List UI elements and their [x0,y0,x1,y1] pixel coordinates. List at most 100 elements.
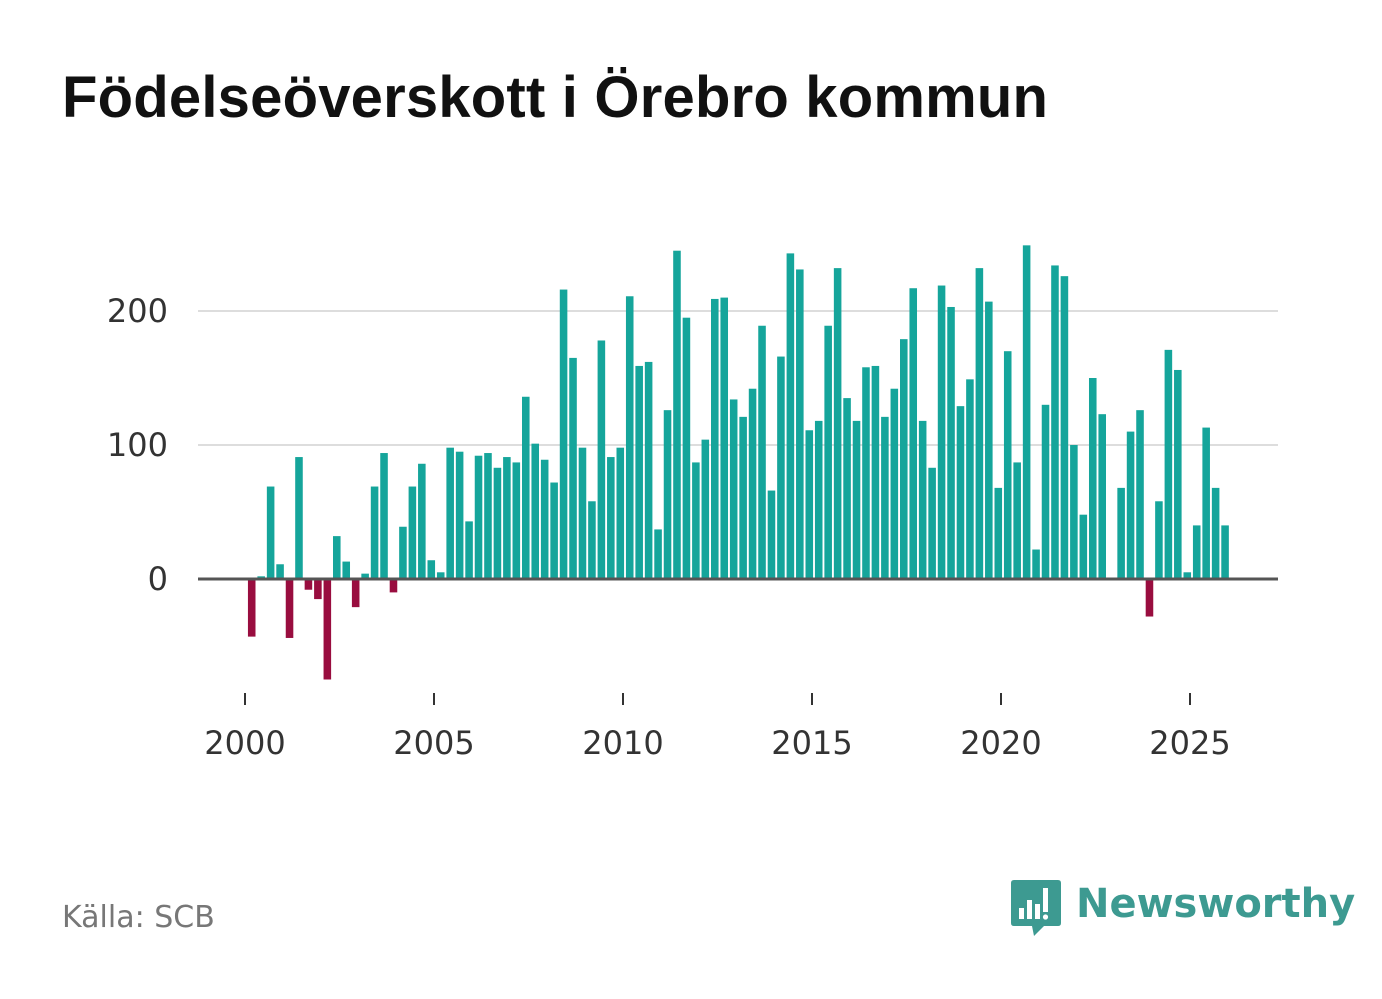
bar-31 [540,459,549,579]
bar-66 [871,365,880,579]
bar-59 [805,430,814,579]
x-tick-label-2020: 2020 [960,724,1041,762]
bar-94 [1136,410,1144,579]
bar-103 [1221,525,1229,579]
bar-6 [304,579,313,590]
bar-33 [559,289,568,579]
bar-52 [739,416,747,579]
bar-51 [729,399,738,579]
bar-19 [427,560,436,579]
bar-62 [833,268,842,579]
bar-18 [418,463,426,579]
x-tick-label-2005: 2005 [393,724,474,762]
y-tick-label-200: 200 [107,292,168,330]
bar-88 [1079,514,1088,579]
bar-92 [1117,487,1125,579]
bar-73 [937,285,946,579]
bar-76 [966,379,974,579]
bar-4 [285,579,294,638]
bar-67 [881,416,889,579]
bar-83 [1032,549,1040,579]
bar-24 [474,455,483,579]
bar-5 [295,457,303,579]
bar-78 [985,301,993,579]
bar-43 [654,529,662,579]
bar-29 [522,396,530,579]
bar-13 [370,486,379,579]
bar-69 [900,339,908,579]
bar-21 [446,447,454,579]
bar-82 [1022,245,1031,579]
bar-32 [550,482,558,579]
bar-90 [1098,414,1106,579]
bar-36 [588,501,596,579]
bar-57 [786,253,795,579]
bar-87 [1070,445,1078,579]
bar-65 [862,367,870,579]
bar-15 [389,579,398,593]
bar-20 [436,572,445,579]
newsworthy-logo-icon [1011,880,1061,936]
bar-16 [399,526,407,579]
bar-0 [247,579,256,637]
bar-77 [975,268,984,579]
bar-64 [852,420,861,579]
bar-58 [796,269,804,579]
bar-98 [1174,369,1182,579]
bar-55 [767,490,776,579]
bar-84 [1041,404,1050,579]
bar-25 [484,453,492,579]
x-tick-label-2000: 2000 [204,724,285,762]
bar-26 [493,467,502,579]
source-label: Källa: SCB [62,900,215,935]
bar-40 [625,296,634,579]
bar-22 [455,451,464,579]
bar-9 [333,536,341,579]
bar-60 [814,420,823,579]
bar-30 [531,443,540,579]
bar-14 [380,453,388,579]
bar-48 [701,439,710,579]
bar-44 [663,410,672,579]
bar-71 [918,420,927,579]
bar-72 [928,467,936,579]
bar-39 [616,447,625,579]
bar-38 [607,457,615,579]
bar-17 [408,486,417,579]
chart-title: Födelseöverskott i Örebro kommun [62,65,1049,130]
bar-101 [1202,427,1210,579]
bar-47 [692,462,700,579]
bar-68 [890,388,899,579]
bar-56 [777,356,785,579]
bar-45 [673,250,681,579]
bar-86 [1060,276,1069,579]
bar-102 [1211,487,1220,579]
bar-97 [1164,349,1173,579]
bar-28 [512,462,521,579]
bar-11 [351,579,360,608]
bar-74 [947,306,955,579]
bar-81 [1013,462,1021,579]
bar-75 [956,406,965,579]
bar-27 [503,457,511,579]
bar-34 [569,357,577,579]
bar-79 [994,487,1003,579]
bar-41 [635,365,643,579]
bar-89 [1088,378,1097,579]
bar-42 [644,361,653,579]
bar-54 [758,325,766,579]
newsworthy-logo-text: Newsworthy [1076,881,1356,927]
bar-100 [1192,525,1201,579]
bar-37 [597,340,606,579]
bar-8 [323,579,332,680]
bar-63 [843,398,851,579]
bar-46 [682,317,691,579]
newsworthy-logo: Newsworthy [1010,878,1355,938]
x-tick-label-2010: 2010 [582,724,663,762]
bar-96 [1155,501,1163,579]
x-tick-label-2025: 2025 [1149,724,1230,762]
bar-61 [824,325,832,579]
bar-35 [578,447,587,579]
bar-80 [1003,351,1012,579]
